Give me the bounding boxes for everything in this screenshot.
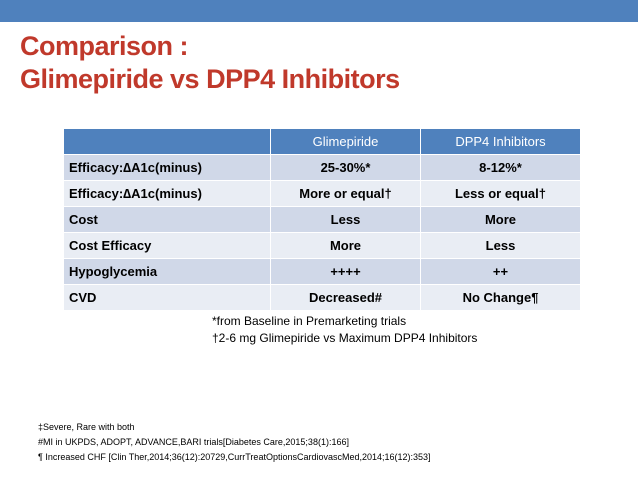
dpp4-value: No Change¶ xyxy=(420,284,581,311)
table-row: Efficacy:∆A1c(minus) 25-30%* 8-12%* xyxy=(63,154,581,181)
table-row: Efficacy:∆A1c(minus) More or equal† Less… xyxy=(63,180,581,207)
dpp4-value: 8-12%* xyxy=(420,154,581,181)
dpp4-value: Less or equal† xyxy=(420,180,581,207)
header-dpp4: DPP4 Inhibitors xyxy=(420,128,581,155)
table-row: CVD Decreased# No Change¶ xyxy=(63,284,581,311)
table-footnotes: *from Baseline in Premarketing trials †2… xyxy=(212,313,477,347)
reference-line: ¶ Increased CHF [Clin Ther,2014;36(12):2… xyxy=(38,452,431,462)
row-label: Efficacy:∆A1c(minus) xyxy=(63,180,271,207)
glimepiride-value: Decreased# xyxy=(270,284,421,311)
top-accent-bar xyxy=(0,0,638,22)
table-row: Cost Efficacy More Less xyxy=(63,232,581,259)
slide-title: Comparison : Glimepiride vs DPP4 Inhibit… xyxy=(20,30,400,96)
row-label: CVD xyxy=(63,284,271,311)
references: ‡Severe, Rare with both #MI in UKPDS, AD… xyxy=(38,420,431,465)
dpp4-value: More xyxy=(420,206,581,233)
row-label: Hypoglycemia xyxy=(63,258,271,285)
glimepiride-value: 25-30%* xyxy=(270,154,421,181)
row-label: Efficacy:∆A1c(minus) xyxy=(63,154,271,181)
dpp4-value: ++ xyxy=(420,258,581,285)
row-label: Cost xyxy=(63,206,271,233)
title-line-2: Glimepiride vs DPP4 Inhibitors xyxy=(20,64,400,94)
row-label: Cost Efficacy xyxy=(63,232,271,259)
reference-line: ‡Severe, Rare with both xyxy=(38,422,135,432)
title-line-1: Comparison : xyxy=(20,31,189,61)
header-glimepiride: Glimepiride xyxy=(270,128,421,155)
glimepiride-value: ++++ xyxy=(270,258,421,285)
comparison-table: Glimepiride DPP4 Inhibitors Efficacy:∆A1… xyxy=(63,128,581,311)
table-row: Cost Less More xyxy=(63,206,581,233)
dpp4-value: Less xyxy=(420,232,581,259)
table-header-row: Glimepiride DPP4 Inhibitors xyxy=(63,128,581,155)
table-row: Hypoglycemia ++++ ++ xyxy=(63,258,581,285)
footnote: *from Baseline in Premarketing trials xyxy=(212,314,407,328)
glimepiride-value: More xyxy=(270,232,421,259)
footnote: †2-6 mg Glimepiride vs Maximum DPP4 Inhi… xyxy=(212,331,478,345)
reference-line: #MI in UKPDS, ADOPT, ADVANCE,BARI trials… xyxy=(38,437,349,447)
glimepiride-value: Less xyxy=(270,206,421,233)
glimepiride-value: More or equal† xyxy=(270,180,421,207)
header-blank xyxy=(63,128,271,155)
